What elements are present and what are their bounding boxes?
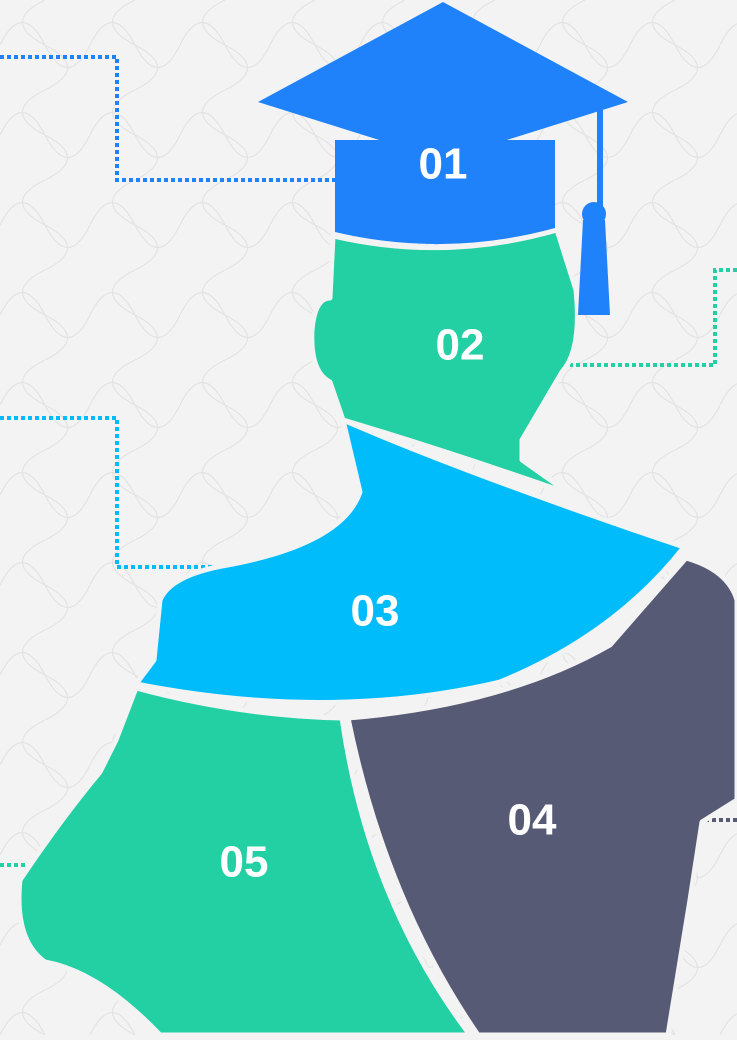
segment-label: 02 <box>436 321 485 370</box>
tassel <box>578 220 610 315</box>
segment-label: 01 <box>419 140 468 189</box>
tassel-cord <box>597 110 603 210</box>
segment-label: 05 <box>220 838 269 887</box>
infographic: 01 02 03 04 05 <box>0 0 737 1035</box>
segment-label: 03 <box>351 587 400 636</box>
segment-label: 04 <box>508 796 557 845</box>
